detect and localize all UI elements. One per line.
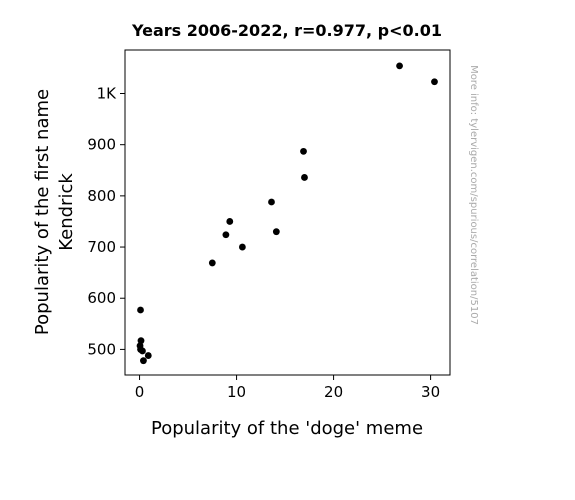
y-axis-ticks: 500 600 700 800 900 1K xyxy=(87,85,125,358)
data-point xyxy=(137,337,145,345)
data-point xyxy=(140,357,147,365)
x-axis-label: Popularity of the 'doge' meme xyxy=(151,418,423,439)
x-tick-label: 0 xyxy=(135,383,145,401)
data-point xyxy=(139,347,146,355)
data-points xyxy=(136,62,438,365)
plot-frame xyxy=(124,49,451,376)
data-point xyxy=(144,352,152,359)
y-axis-label: Popularity of the first name Kendrick xyxy=(32,89,77,335)
data-point xyxy=(301,174,308,181)
y-tick-label: 1K xyxy=(97,85,118,103)
data-point xyxy=(431,78,438,86)
y-tick-label: 900 xyxy=(87,136,116,154)
data-point xyxy=(226,218,234,225)
data-point xyxy=(268,198,275,206)
data-point xyxy=(396,62,403,70)
data-point xyxy=(222,231,230,239)
y-axis-label-line-2: Kendrick xyxy=(56,173,77,251)
data-point xyxy=(238,243,246,251)
chart-title: Years 2006-2022, r=0.977, p<0.01 xyxy=(131,21,442,40)
x-tick-label: 20 xyxy=(324,383,343,401)
y-tick-label: 600 xyxy=(87,289,116,307)
data-point xyxy=(300,147,307,155)
data-point xyxy=(208,259,216,267)
watermark-text: More info: tylervigen.com/spurious/corre… xyxy=(468,65,479,325)
y-tick-label: 700 xyxy=(87,238,116,256)
x-axis-ticks: 0 10 20 30 xyxy=(135,375,440,401)
y-tick-label: 500 xyxy=(87,340,116,358)
x-tick-label: 30 xyxy=(421,383,440,401)
data-point xyxy=(272,228,280,236)
x-tick-label: 10 xyxy=(227,383,246,401)
data-point xyxy=(137,306,144,314)
watermark: More info: tylervigen.com/spurious/corre… xyxy=(468,65,479,325)
y-tick-label: 800 xyxy=(87,187,116,205)
y-axis-label-line-1: Popularity of the first name xyxy=(32,89,53,335)
